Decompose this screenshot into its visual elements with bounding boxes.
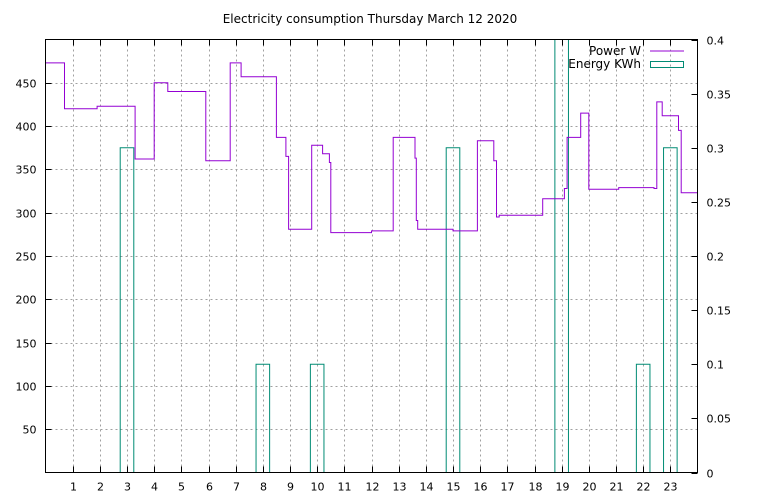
x-tick-label: 21 (610, 481, 624, 494)
y-left-tick-label: 200 (16, 294, 37, 307)
power-line (45, 62, 698, 234)
y-right-tick-label: 0.3 (707, 143, 725, 156)
x-axis: 1 2 3 4 5 6 7 8 9 10 11 12 13 14 15 16 17 18 19 20 21 22 23 (70, 39, 678, 494)
energy-bar (255, 363, 271, 473)
chart-title: Electricity consumption Thursday March 1… (223, 12, 518, 26)
y-left-tick-label: 300 (16, 208, 37, 221)
y-left-tick-label: 150 (16, 338, 37, 351)
y-left-tick-label: 50 (23, 424, 37, 437)
x-tick-label: 3 (124, 481, 131, 494)
y-axis-left: 50 100 150 200 250 300 350 400 450 (16, 78, 52, 437)
x-tick-label: 16 (474, 481, 488, 494)
x-tick-label: 11 (338, 481, 352, 494)
x-tick-label: 23 (664, 481, 678, 494)
y-right-tick-label: 0.05 (707, 413, 732, 426)
x-tick-label: 7 (233, 481, 240, 494)
y-right-tick-label: 0.15 (707, 305, 732, 318)
y-left-tick-label: 100 (16, 381, 37, 394)
y-left-tick-label: 400 (16, 121, 37, 134)
legend: Power W Energy KWh (568, 44, 684, 71)
y-right-tick-label: 0.25 (707, 197, 732, 210)
y-left-tick-label: 450 (16, 78, 37, 91)
x-tick-label: 12 (366, 481, 380, 494)
x-tick-label: 1 (70, 481, 77, 494)
legend-label-energy: Energy KWh (568, 57, 641, 71)
x-tick-label: 8 (260, 481, 267, 494)
x-tick-label: 5 (178, 481, 185, 494)
grid-lines (45, 39, 698, 473)
x-tick-label: 17 (501, 481, 515, 494)
y-right-tick-label: 0.1 (707, 359, 725, 372)
x-tick-label: 19 (556, 481, 570, 494)
energy-bars (119, 39, 678, 473)
x-tick-label: 15 (447, 481, 461, 494)
y-left-tick-label: 250 (16, 251, 37, 264)
x-tick-label: 22 (637, 481, 651, 494)
y-right-tick-label: 0.2 (707, 251, 725, 264)
x-tick-label: 20 (583, 481, 597, 494)
x-tick-label: 18 (529, 481, 543, 494)
x-tick-label: 6 (206, 481, 213, 494)
x-tick-label: 13 (393, 481, 407, 494)
y-axis-right: 0 0.05 0.1 0.15 0.2 0.25 0.3 0.35 0.4 (691, 35, 732, 481)
x-tick-label: 14 (420, 481, 434, 494)
x-tick-label: 2 (97, 481, 104, 494)
plot-frame (45, 39, 698, 473)
y-right-tick-label: 0 (707, 468, 714, 481)
power-series-line (45, 62, 698, 234)
y-right-tick-label: 0.35 (707, 89, 732, 102)
y-left-tick-label: 350 (16, 164, 37, 177)
x-tick-label: 4 (151, 481, 158, 494)
x-tick-label: 10 (311, 481, 325, 494)
x-tick-label: 9 (287, 481, 294, 494)
y-right-tick-label: 0.4 (707, 35, 725, 48)
legend-swatch-energy (650, 61, 684, 68)
legend-label-power: Power W (589, 44, 641, 58)
